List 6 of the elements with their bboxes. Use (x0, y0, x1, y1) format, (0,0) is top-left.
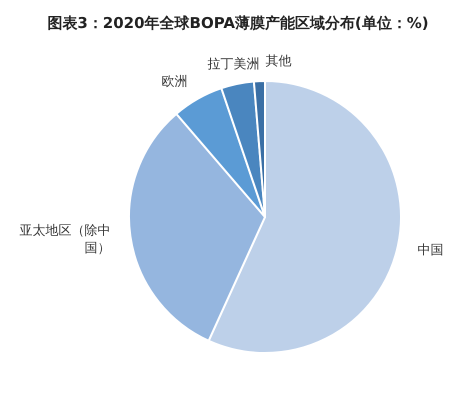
chart-title: 图表3：2020年全球BOPA薄膜产能区域分布(单位：%) (47, 14, 429, 32)
slice-label: 欧洲 (162, 74, 188, 90)
slice-label: 亚太地区（除中国） (20, 224, 111, 256)
slice-label: 拉丁美洲 (207, 56, 260, 72)
slice-label: 其他 (265, 54, 292, 70)
slice-label: 中国 (417, 243, 444, 258)
